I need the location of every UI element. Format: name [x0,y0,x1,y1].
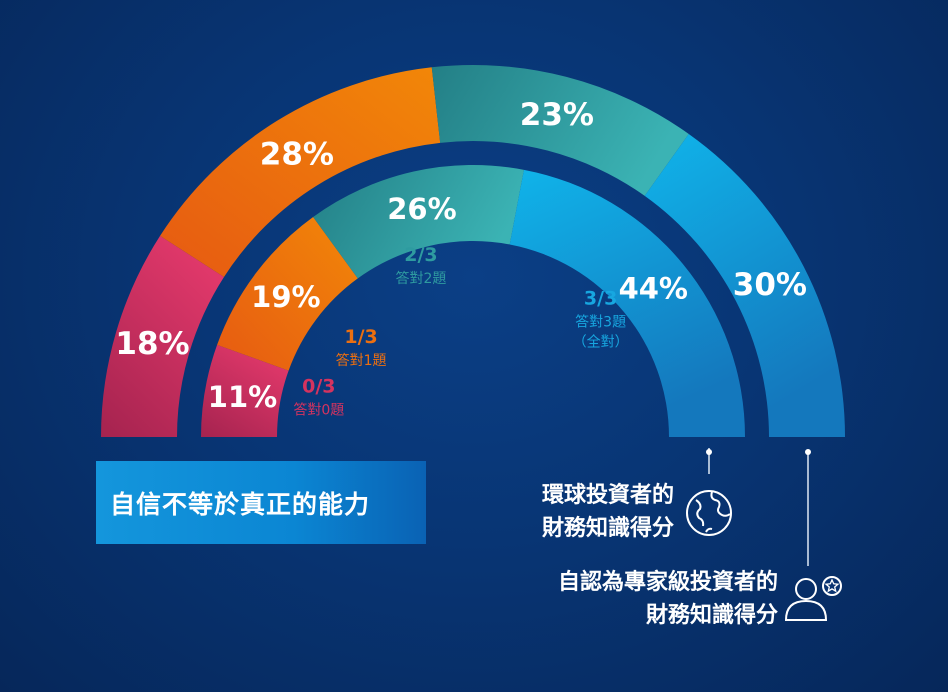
outer-ring-value-label: 30% [733,267,807,303]
outer-ring-segment-3-of-3 [644,133,845,437]
legend-global-investors: 環球投資者的 財務知識得分 [470,479,674,545]
inner-ring-segment-2-of-3 [313,165,524,279]
expert-user-icon [784,576,842,621]
inner-ring-value-label: 11% [208,380,277,414]
category-score-label: 1/3 [344,326,377,348]
legend-self-line1: 自認為專家級投資者的 [557,570,778,595]
category-desc-label: 答對0題 [293,402,344,419]
category-desc-label: 答對1題 [336,352,387,369]
legend-connectors [706,448,811,566]
category-score-label: 3/3 [584,288,617,310]
globe-icon [686,490,732,536]
legend-self-line2: 財務知識得分 [645,603,778,628]
outer-ring [101,65,845,437]
value-labels: 11% 19% 26% 44% 18% 28% 23% 30% [115,97,807,414]
outer-ring-value-label: 23% [520,97,594,133]
category-labels: 0/3 答對0題 1/3 答對1題 2/3 答對2題 3/3 答對3題 （全對） [293,244,628,418]
category-desc-label: （全對） [573,334,629,351]
outer-ring-segment-2-of-3 [431,65,689,196]
inner-ring-value-label: 26% [387,192,456,226]
legend-global-line1: 環球投資者的 [541,483,674,508]
legend-global-line2: 財務知識得分 [541,516,674,541]
inner-ring-value-label: 19% [251,280,320,314]
headline-banner: 自信不等於真正的能力 [96,461,426,544]
outer-ring-value-label: 28% [260,136,334,172]
category-desc-label: 答對3題 [575,314,626,331]
outer-ring-segment-0-of-3 [101,235,224,437]
category-score-label: 2/3 [404,244,437,266]
category-desc-label: 答對2題 [395,270,446,287]
outer-ring-segment-1-of-3 [160,67,441,277]
legend-self-rated-experts: 自認為專家級投資者的 財務知識得分 [470,566,778,632]
inner-ring [201,165,745,437]
inner-ring-value-label: 44% [619,271,688,305]
category-score-label: 0/3 [302,376,335,398]
inner-ring-segment-1-of-3 [217,216,358,371]
headline-text: 自信不等於真正的能力 [110,489,371,519]
outer-ring-value-label: 18% [115,326,189,362]
inner-ring-segment-0-of-3 [201,344,289,437]
inner-ring-segment-3-of-3 [509,169,745,437]
